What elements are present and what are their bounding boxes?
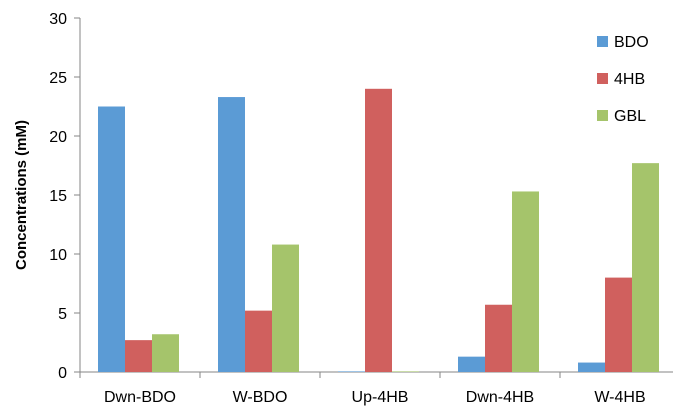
bar-gbl-dwn-4hb — [512, 191, 539, 372]
legend-label-gbl: GBL — [614, 108, 646, 125]
legend-swatch-4hb — [597, 73, 608, 84]
x-category-label: W-4HB — [594, 389, 645, 406]
legend: BDO 4HB GBL — [597, 34, 649, 125]
bar-4hb-w-bdo — [245, 310, 272, 372]
bar-4hb-dwn-4hb — [485, 304, 512, 372]
bar-gbl-up-4hb — [392, 371, 419, 372]
y-tick-label: 25 — [49, 70, 67, 87]
bar-gbl-dwn-bdo — [152, 334, 179, 372]
bar-4hb-up-4hb — [365, 88, 392, 373]
legend-label-4hb: 4HB — [614, 71, 645, 88]
y-axis-ticks: 0 5 10 15 20 25 30 — [49, 11, 80, 382]
x-category-label: Up-4HB — [352, 389, 409, 406]
x-category-label: Dwn-BDO — [104, 389, 176, 406]
bar-4hb-dwn-bdo — [125, 340, 152, 372]
y-tick-label: 30 — [49, 11, 67, 28]
bar-bdo-dwn-bdo — [98, 106, 125, 372]
y-tick-label: 5 — [58, 306, 67, 323]
y-tick-label: 0 — [58, 365, 67, 382]
legend-label-bdo: BDO — [614, 34, 649, 51]
bar-bdo-dwn-4hb — [458, 356, 485, 372]
bars — [98, 88, 659, 373]
bar-4hb-w-4hb — [605, 277, 632, 372]
legend-swatch-gbl — [597, 110, 608, 121]
y-tick-label: 20 — [49, 129, 67, 146]
y-tick-label: 10 — [49, 247, 67, 264]
y-tick-label: 15 — [49, 188, 67, 205]
bar-bdo-w-bdo — [218, 97, 245, 372]
y-axis-label: Concentrations (mM) — [13, 120, 30, 270]
bar-bdo-w-4hb — [578, 362, 605, 372]
legend-swatch-bdo — [597, 36, 608, 47]
x-category-label: W-BDO — [233, 389, 288, 406]
bar-bdo-up-4hb — [338, 371, 365, 372]
x-axis-ticks: Dwn-BDO W-BDO Up-4HB Dwn-4HB W-4HB — [79, 372, 646, 406]
bar-gbl-w-bdo — [272, 244, 299, 372]
x-category-label: Dwn-4HB — [466, 389, 534, 406]
bar-gbl-w-4hb — [632, 163, 659, 372]
